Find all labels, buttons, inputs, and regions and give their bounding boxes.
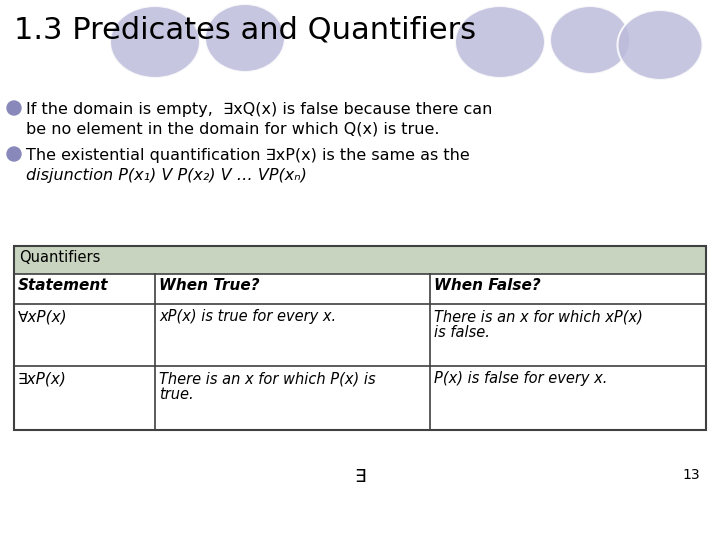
Text: be no element in the domain for which Q(x) is true.: be no element in the domain for which Q(… [26, 122, 439, 137]
Circle shape [7, 147, 21, 161]
Ellipse shape [205, 4, 285, 72]
Text: P(x) is false for every x.: P(x) is false for every x. [434, 371, 608, 386]
Text: There is an x for which xP(x): There is an x for which xP(x) [434, 309, 643, 324]
Text: Statement: Statement [18, 278, 109, 293]
Ellipse shape [455, 6, 545, 78]
Text: 13: 13 [683, 468, 700, 482]
Ellipse shape [550, 6, 630, 74]
Text: is false.: is false. [434, 325, 490, 340]
Text: Quantifiers: Quantifiers [19, 250, 100, 265]
Bar [14, 246, 706, 430]
Ellipse shape [618, 10, 703, 80]
Text: ∀xP(x): ∀xP(x) [18, 309, 68, 324]
Text: When True?: When True? [159, 278, 260, 293]
Text: If the domain is empty,  ∃xQ(x) is false because there can: If the domain is empty, ∃xQ(x) is false … [26, 102, 492, 117]
Text: The existential quantification ∃xP(x) is the same as the: The existential quantification ∃xP(x) is… [26, 148, 469, 163]
Text: When False?: When False? [434, 278, 541, 293]
Text: There is an x for which P(x) is: There is an x for which P(x) is [159, 371, 376, 386]
Text: disjunction P(x₁) V P(x₂) V … VP(xₙ): disjunction P(x₁) V P(x₂) V … VP(xₙ) [26, 168, 307, 183]
Text: ∃xP(x): ∃xP(x) [18, 371, 67, 386]
Bar [14, 274, 706, 430]
Bar [14, 246, 706, 274]
Text: 1.3 Predicates and Quantifiers: 1.3 Predicates and Quantifiers [14, 15, 476, 44]
Ellipse shape [110, 6, 200, 78]
Text: xP(x) is true for every x.: xP(x) is true for every x. [159, 309, 336, 324]
Circle shape [7, 101, 21, 115]
Text: true.: true. [159, 387, 194, 402]
Text: ∃: ∃ [354, 468, 366, 486]
